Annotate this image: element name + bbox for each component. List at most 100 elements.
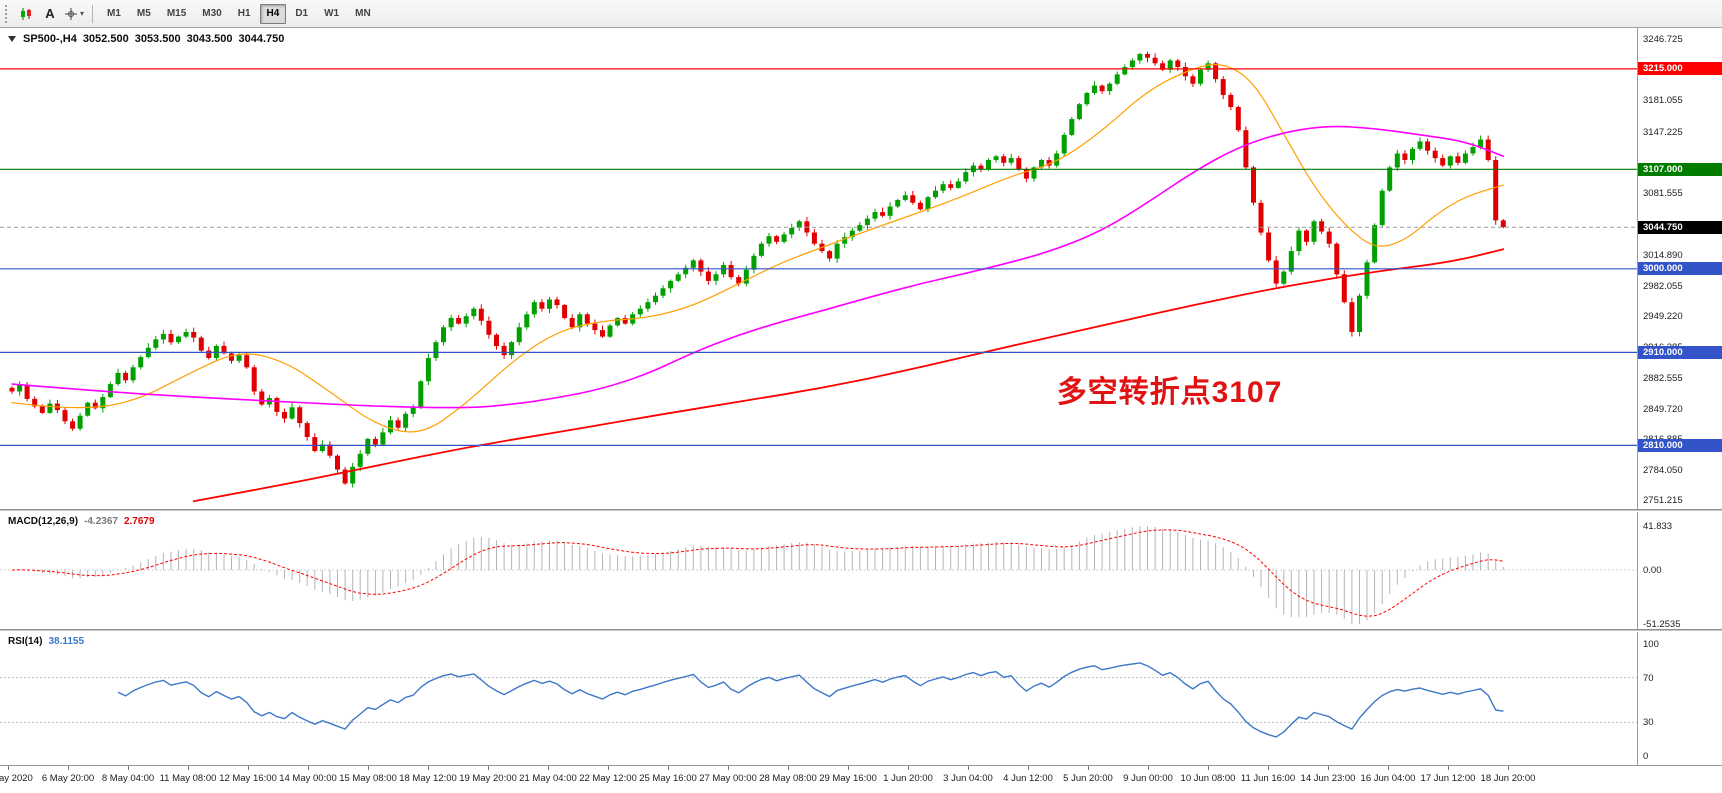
time-axis-tick [488, 766, 489, 770]
time-axis-label: 9 Jun 00:00 [1123, 773, 1173, 784]
macd-axis-label: 41.833 [1643, 521, 1673, 532]
time-axis-label: 18 May 12:00 [399, 773, 457, 784]
rsi-indicator-chart[interactable] [0, 632, 1637, 765]
macd-label: MACD(12,26,9) -4.2367 2.7679 [8, 516, 155, 527]
time-axis-tick [728, 766, 729, 770]
symbol-period-label: SP500-,H4 [23, 33, 77, 45]
time-axis-tick [128, 766, 129, 770]
time-axis-label: 1 Jun 20:00 [883, 773, 933, 784]
text-tool-icon: A [45, 6, 55, 21]
timeframe-button-d1[interactable]: D1 [295, 8, 309, 19]
time-axis-tick [248, 766, 249, 770]
time-axis-tick [548, 766, 549, 770]
panel-splitter[interactable] [0, 629, 1722, 632]
time-axis-label: 29 May 16:00 [819, 773, 877, 784]
time-axis-tick [8, 766, 9, 770]
time-axis-label: 18 Jun 20:00 [1480, 773, 1536, 784]
rsi-axis-label: 0 [1643, 751, 1649, 762]
time-axis-label: 8 May 04:00 [101, 773, 155, 784]
timeframe-button-mn[interactable]: MN [355, 8, 371, 19]
text-tool-button[interactable]: A [38, 3, 62, 25]
rsi-value: 38.1155 [48, 636, 85, 647]
time-axis-label: 27 May 00:00 [699, 773, 757, 784]
time-axis-label: 11 Jun 16:00 [1240, 773, 1296, 784]
time-axis-tick [1388, 766, 1389, 770]
macd-main-value: -4.2367 [84, 516, 118, 527]
toolbar-separator [92, 4, 93, 23]
time-axis-label: 14 Jun 23:00 [1300, 773, 1356, 784]
time-axis-tick [1508, 766, 1509, 770]
time-axis-tick [1088, 766, 1089, 770]
price-axis-label: 3081.555 [1643, 187, 1683, 199]
time-axis-label: 28 May 08:00 [759, 773, 817, 784]
timeframe-button-m30[interactable]: M30 [202, 8, 222, 19]
time-axis-tick [1268, 766, 1269, 770]
candlestick-chart[interactable] [0, 28, 1637, 510]
timeframe-buttons: M1 M5 M15 M30 H1 H4 D1 W1 MN [99, 3, 379, 24]
time-axis-tick [308, 766, 309, 770]
toolbar-grip[interactable] [5, 4, 9, 23]
crosshair-tool-button[interactable]: ▾ [62, 3, 86, 25]
time-axis-label: 16 Jun 04:00 [1360, 773, 1416, 784]
time-axis-label: 21 May 04:00 [519, 773, 577, 784]
rsi-axis-label: 100 [1643, 639, 1659, 650]
crosshair-icon [64, 7, 78, 21]
time-axis-tick [968, 766, 969, 770]
time-axis-label: 3 Jun 04:00 [943, 773, 993, 784]
price-tag: 3107.000 [1638, 162, 1722, 176]
timeframe-button-m1[interactable]: M1 [107, 8, 121, 19]
chart-title: SP500-,H4 3052.500 3053.500 3043.500 304… [8, 33, 284, 45]
time-axis-label: 14 May 00:00 [279, 773, 337, 784]
toolbar: A ▾ M1 M5 M15 M30 H1 H4 D1 W1 MN [0, 0, 1722, 28]
time-axis[interactable]: 5 May 2020 6 May 20:00 8 May 04:00 11 May 0… [0, 765, 1722, 793]
macd-signal-value: 2.7679 [123, 516, 155, 527]
time-axis-label: 12 May 16:00 [219, 773, 277, 784]
time-axis-label: 11 May 08:00 [159, 773, 217, 784]
ohlc-open: 3052.500 [82, 33, 129, 45]
macd-axis-label: 0.00 [1643, 565, 1662, 576]
annotation-text[interactable]: 多空转折点3107 [1056, 376, 1283, 410]
timeframe-button-w1[interactable]: W1 [324, 8, 340, 19]
timeframe-button-m15[interactable]: M15 [166, 8, 187, 19]
timeframe-button-h4[interactable]: H4 [259, 3, 287, 24]
time-axis-label: 6 May 20:00 [41, 773, 95, 784]
panel-splitter[interactable] [0, 509, 1722, 512]
macd-name: MACD(12,26,9) [8, 516, 79, 527]
time-axis-label: 17 Jun 12:00 [1420, 773, 1476, 784]
price-axis-label: 3147.225 [1643, 126, 1683, 138]
time-axis-tick [1328, 766, 1329, 770]
rsi-axis-label: 70 [1643, 672, 1654, 684]
time-axis-tick [188, 766, 189, 770]
price-axis-label: 2849.720 [1643, 403, 1683, 415]
time-axis-tick [908, 766, 909, 770]
rsi-axis-label: 30 [1643, 717, 1654, 729]
price-axis-label: 2982.055 [1643, 280, 1683, 292]
time-axis-label: 15 May 08:00 [339, 773, 397, 784]
timeframe-button-h1[interactable]: H1 [237, 8, 251, 19]
time-axis-tick [608, 766, 609, 770]
timeframe-button-m5[interactable]: M5 [136, 8, 151, 19]
price-tag: 3044.750 [1638, 220, 1722, 234]
price-tag: 2810.000 [1638, 438, 1722, 452]
time-axis-tick [1448, 766, 1449, 770]
time-axis-label: 25 May 16:00 [639, 773, 697, 784]
macd-axis-label: -51.2535 [1643, 619, 1681, 630]
time-axis-tick [1148, 766, 1149, 770]
price-axis-label: 2751.215 [1643, 495, 1683, 507]
ohlc-low: 3043.500 [186, 33, 233, 45]
price-axis-label: 2949.220 [1643, 311, 1683, 322]
chart-type-button[interactable] [14, 3, 38, 25]
price-tag: 3215.000 [1638, 62, 1722, 76]
price-axis-label: 2882.555 [1643, 373, 1683, 384]
ohlc-high: 3053.500 [134, 33, 181, 45]
price-tag: 2910.000 [1638, 345, 1722, 359]
time-axis-label: 22 May 12:00 [579, 773, 637, 784]
time-axis-label: 19 May 20:00 [459, 773, 517, 784]
macd-indicator-chart[interactable] [0, 512, 1637, 630]
dropdown-triangle-icon [8, 36, 16, 42]
chevron-down-icon: ▾ [79, 9, 84, 18]
time-axis-tick [848, 766, 849, 770]
time-axis-label: 4 Jun 12:00 [1003, 773, 1053, 784]
price-axis[interactable]: 3246.725 3181.055 3147.225 3081.555 3014.890… [1637, 28, 1722, 765]
